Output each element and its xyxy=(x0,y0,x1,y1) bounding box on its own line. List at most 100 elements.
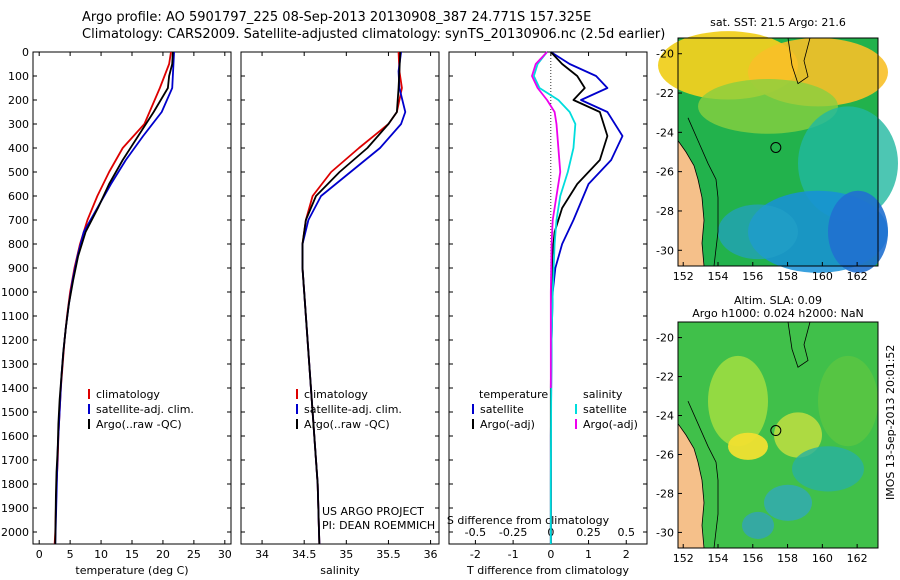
map-x-tick-label: 158 xyxy=(777,270,798,283)
series-line-2 xyxy=(549,51,609,544)
y-tick-label: 200 xyxy=(8,94,29,107)
map-field-patch xyxy=(792,446,864,492)
x-tick-label-top: 0.5 xyxy=(618,526,636,539)
y-tick-label: 700 xyxy=(8,214,29,227)
y-tick-label: 1300 xyxy=(1,358,29,371)
legend-label: satellite-adj. clim. xyxy=(304,403,402,416)
y-tick-label: 0 xyxy=(22,46,29,59)
x-tick-label: 1 xyxy=(585,548,592,561)
y-tick-label: 1500 xyxy=(1,406,29,419)
legend-title: salinity xyxy=(583,388,623,401)
map-y-tick-label: -24 xyxy=(656,410,674,423)
x-tick-label: 35.5 xyxy=(376,548,401,561)
panel-1: 0100200300400500600700800900100011001200… xyxy=(1,46,232,577)
panel-2: 34 34.5 35 35.5 36 salinity xyxy=(240,51,440,577)
x-tick-label: -2 xyxy=(470,548,481,561)
map-x-tick-label: 156 xyxy=(742,270,763,283)
x-tick-label: 5 xyxy=(67,548,74,561)
legend-title: temperature xyxy=(479,388,548,401)
map-1 xyxy=(658,31,898,273)
series-line-4 xyxy=(531,51,562,388)
argo-position-marker xyxy=(770,141,782,153)
map-y-tick-label: -20 xyxy=(656,332,674,345)
series-line-2 xyxy=(54,51,175,545)
x-axis-label: salinity xyxy=(320,564,360,577)
y-tick-label: 1000 xyxy=(1,286,29,299)
project-text: US ARGO PROJECT xyxy=(322,505,424,518)
chart-title-line1: Argo profile: AO 5901797_225 08-Sep-2013… xyxy=(82,10,592,25)
map-x-tick-label: 152 xyxy=(673,552,694,565)
depth-contour xyxy=(687,117,719,267)
map-field-patch xyxy=(818,355,878,447)
map-y-tick-label: -26 xyxy=(656,448,674,461)
map-field-patch xyxy=(708,355,768,447)
panel-frame xyxy=(240,51,440,545)
series-line-3 xyxy=(54,51,174,545)
legend-label: climatology xyxy=(304,388,368,401)
map-y-tick-label: -28 xyxy=(656,205,674,218)
map-x-tick-label: 162 xyxy=(847,270,868,283)
chart-title-line2: Climatology: CARS2009. Satellite-adjuste… xyxy=(82,27,666,42)
map-title: sat. SST: 21.5 Argo: 21.6 xyxy=(710,16,846,29)
project-text: PI: DEAN ROEMMICH xyxy=(322,519,435,532)
y-tick-label: 1600 xyxy=(1,430,29,443)
map-x-tick-label: 158 xyxy=(777,552,798,565)
x-tick-label: 0 xyxy=(547,548,554,561)
map-y-tick-label: -30 xyxy=(656,244,674,257)
x-tick-label: 34.5 xyxy=(292,548,317,561)
panel-frame xyxy=(32,51,232,545)
legend-label: climatology xyxy=(96,388,160,401)
map-x-tick-label: 152 xyxy=(673,270,694,283)
reef-outline xyxy=(787,37,811,85)
x-tick-label-top: -0.5 xyxy=(465,526,486,539)
map-x-tick-label: 160 xyxy=(812,552,833,565)
argo-position-marker xyxy=(770,425,782,437)
legend-label: Argo(..raw -QC) xyxy=(96,418,182,431)
series-line-2 xyxy=(301,51,407,545)
map-field-patch xyxy=(774,412,822,458)
y-tick-label: 400 xyxy=(8,142,29,155)
y-tick-label: 1400 xyxy=(1,382,29,395)
y-tick-label: 1700 xyxy=(1,454,29,467)
x-tick-label: 0 xyxy=(36,548,43,561)
map-x-tick-label: 154 xyxy=(708,270,729,283)
series-line-3 xyxy=(532,51,577,544)
map-2 xyxy=(677,321,879,549)
x-tick-label-top: 0.25 xyxy=(576,526,601,539)
x-tick-label: 30 xyxy=(218,548,232,561)
depth-contour xyxy=(687,400,719,549)
map-x-tick-label: 160 xyxy=(812,270,833,283)
legend-label: Argo(..raw -QC) xyxy=(304,418,390,431)
y-tick-label: 1100 xyxy=(1,310,29,323)
map-field-patch xyxy=(742,511,774,539)
x-tick-label: 36 xyxy=(424,548,438,561)
y-tick-label: 500 xyxy=(8,166,29,179)
x-axis-label: T difference from climatology xyxy=(466,564,629,577)
map-x-tick-label: 156 xyxy=(742,552,763,565)
y-tick-label: 2000 xyxy=(1,526,29,539)
x-tick-label: 20 xyxy=(156,548,170,561)
y-tick-label: 800 xyxy=(8,238,29,251)
reef-outline xyxy=(787,321,811,368)
y-tick-label: 300 xyxy=(8,118,29,131)
map-y-tick-label: -24 xyxy=(656,126,674,139)
legend-label: satellite xyxy=(583,403,627,416)
x-axis-label-top: S difference from climatology xyxy=(447,514,610,527)
map-x-tick-label: 154 xyxy=(708,552,729,565)
map-y-tick-label: -30 xyxy=(656,526,674,539)
map-y-tick-label: -28 xyxy=(656,487,674,500)
x-tick-label: 35 xyxy=(339,548,353,561)
y-tick-label: 1800 xyxy=(1,478,29,491)
panel-3: -2 -1 0 1 2 T difference from climatology -0.5… xyxy=(447,51,648,577)
y-tick-label: 1900 xyxy=(1,502,29,515)
x-axis-label: temperature (deg C) xyxy=(75,564,188,577)
legend-label: Argo(-adj) xyxy=(480,418,535,431)
map-field-patch xyxy=(728,432,768,460)
panel-frame xyxy=(448,51,648,545)
series-line-1 xyxy=(549,51,624,544)
x-tick-label: 15 xyxy=(125,548,139,561)
map-frame xyxy=(677,37,879,267)
x-tick-label: 2 xyxy=(623,548,630,561)
x-tick-label-top: -0.25 xyxy=(499,526,527,539)
